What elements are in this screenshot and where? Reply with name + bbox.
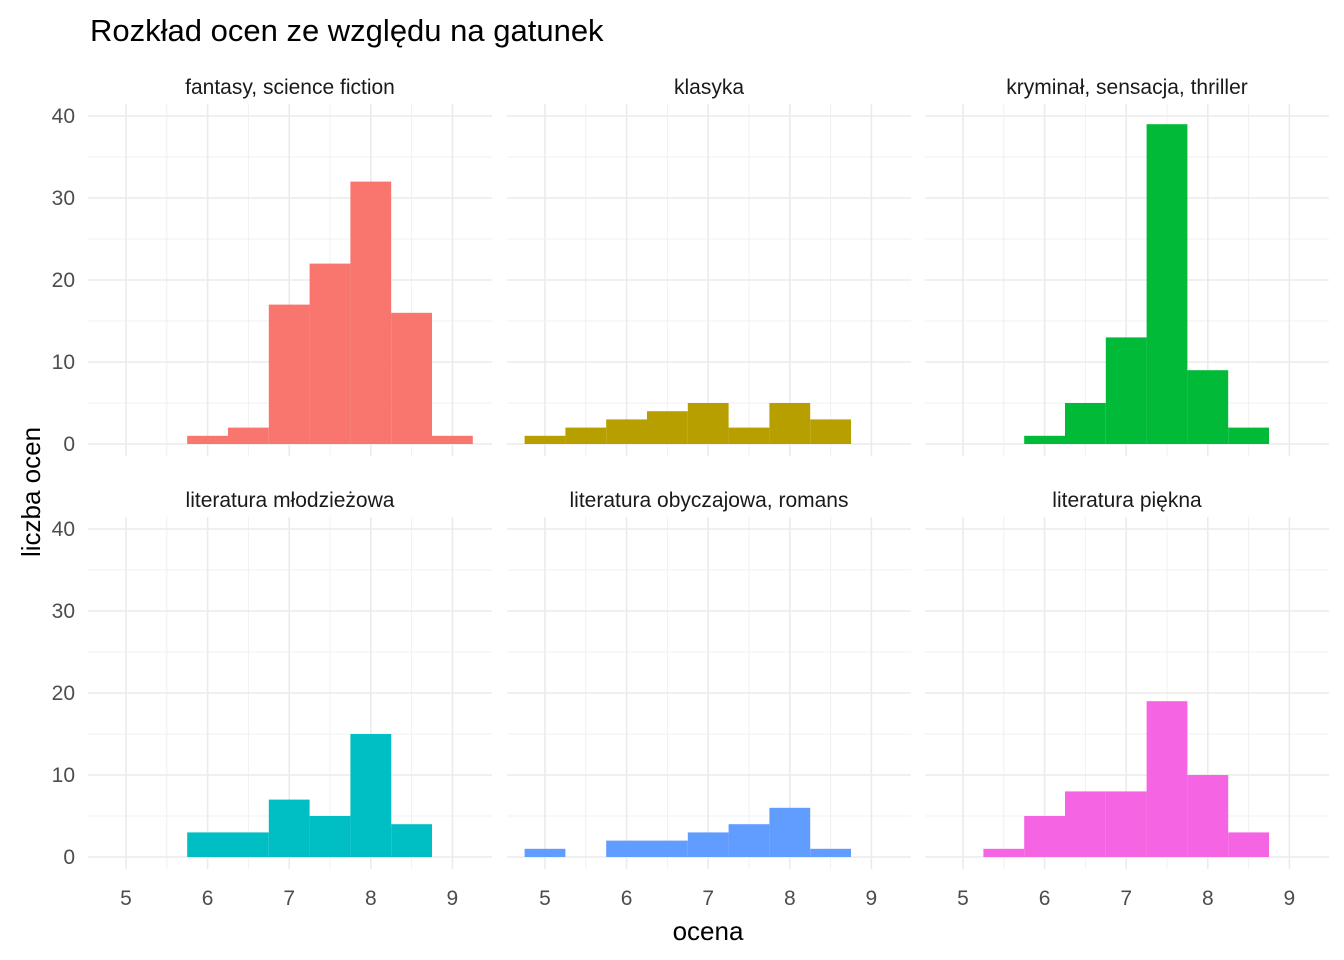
histogram-bar — [268, 799, 310, 857]
histogram-bar — [606, 419, 647, 444]
y-tick-label: 10 — [52, 764, 75, 787]
histogram-bar — [1024, 435, 1065, 444]
x-tick-label: 9 — [866, 887, 878, 910]
facet-panel: klasyka — [507, 76, 911, 456]
histogram-bar — [647, 411, 688, 444]
y-tick-label: 30 — [52, 600, 75, 623]
facet-strip-label: literatura piękna — [1052, 489, 1202, 512]
facet-strip-label: klasyka — [674, 76, 744, 99]
histogram-bar — [1187, 370, 1229, 444]
histogram-bar — [769, 807, 811, 857]
histogram-bar — [1065, 403, 1106, 444]
histogram-bar — [728, 824, 770, 857]
y-tick-label: 40 — [52, 105, 75, 128]
x-tick-label: 8 — [1202, 887, 1214, 910]
histogram-bar — [1228, 427, 1269, 444]
histogram-bar — [1187, 775, 1229, 857]
histogram-bar — [1105, 791, 1147, 857]
histogram-bar — [391, 312, 432, 444]
histogram-bar — [228, 427, 269, 444]
histogram-bar — [565, 427, 607, 444]
histogram-bar — [810, 419, 851, 444]
histogram-bar — [1065, 791, 1106, 857]
x-tick-label: 6 — [1039, 887, 1051, 910]
histogram-bar — [983, 848, 1025, 857]
y-tick-label: 20 — [52, 682, 75, 705]
histogram-bar — [810, 848, 851, 857]
x-axis-title: ocena — [673, 916, 744, 946]
histogram-bar — [524, 848, 566, 857]
histogram-bar — [391, 824, 432, 857]
histogram-bar — [309, 816, 351, 857]
y-tick-label: 30 — [52, 187, 75, 210]
histogram-bar — [187, 435, 228, 444]
x-tick-label: 9 — [1284, 887, 1296, 910]
x-tick-label: 5 — [539, 887, 551, 910]
histogram-bar — [187, 832, 228, 857]
facet-panel: literatura młodzieżowa 0 10 20 30 40 5 6 7 8 9 — [52, 489, 492, 910]
y-tick-label: 10 — [52, 351, 75, 374]
facet-panel: kryminał, sensacja, thriller — [925, 76, 1329, 456]
x-tick-label: 8 — [365, 887, 377, 910]
histogram-bar — [1228, 832, 1269, 857]
x-tick-label: 8 — [784, 887, 796, 910]
histogram-bar — [1105, 337, 1147, 444]
histogram-bar — [268, 304, 310, 444]
histogram-bar — [769, 403, 811, 444]
histogram-bar — [728, 427, 770, 444]
facet-strip-label: kryminał, sensacja, thriller — [1006, 76, 1248, 99]
x-tick-label: 7 — [1120, 887, 1132, 910]
x-tick-label: 9 — [447, 887, 459, 910]
facet-panel: literatura obyczajowa, romans 5 6 7 8 9 — [507, 489, 911, 910]
x-tick-label: 6 — [621, 887, 633, 910]
y-axis-title: liczba ocen — [16, 427, 46, 557]
histogram-bar — [647, 840, 688, 857]
histogram-bar — [687, 403, 729, 444]
x-tick-label: 5 — [957, 887, 969, 910]
histogram-bar — [687, 832, 729, 857]
facet-panel: fantasy, science fiction 0 10 20 30 40 — [52, 76, 492, 456]
facet-strip-label: fantasy, science fiction — [185, 76, 395, 99]
histogram-bar — [1146, 124, 1188, 444]
facet-panels: fantasy, science fiction 0 10 20 30 40 klasyka… — [52, 76, 1329, 910]
histogram-bar — [350, 734, 392, 857]
histogram-bar — [309, 263, 351, 444]
facet-panel: literatura piękna 5 6 7 8 9 — [925, 489, 1329, 910]
x-tick-label: 7 — [702, 887, 714, 910]
y-tick-label: 20 — [52, 269, 75, 292]
histogram-bar — [524, 435, 566, 444]
y-tick-label: 40 — [52, 518, 75, 541]
histogram-bar — [1024, 816, 1065, 857]
y-tick-label: 0 — [63, 433, 75, 456]
x-tick-label: 6 — [202, 887, 214, 910]
x-tick-label: 7 — [283, 887, 295, 910]
chart-title: Rozkład ocen ze względu na gatunek — [90, 13, 604, 48]
facet-strip-label: literatura obyczajowa, romans — [570, 489, 849, 512]
histogram-bar — [228, 832, 269, 857]
x-tick-label: 5 — [120, 887, 132, 910]
facet-strip-label: literatura młodzieżowa — [186, 489, 395, 512]
histogram-bar — [432, 435, 473, 444]
histogram-bar — [350, 181, 392, 444]
histogram-bar — [606, 840, 647, 857]
y-tick-label: 0 — [63, 846, 75, 869]
histogram-bar — [1146, 701, 1188, 857]
